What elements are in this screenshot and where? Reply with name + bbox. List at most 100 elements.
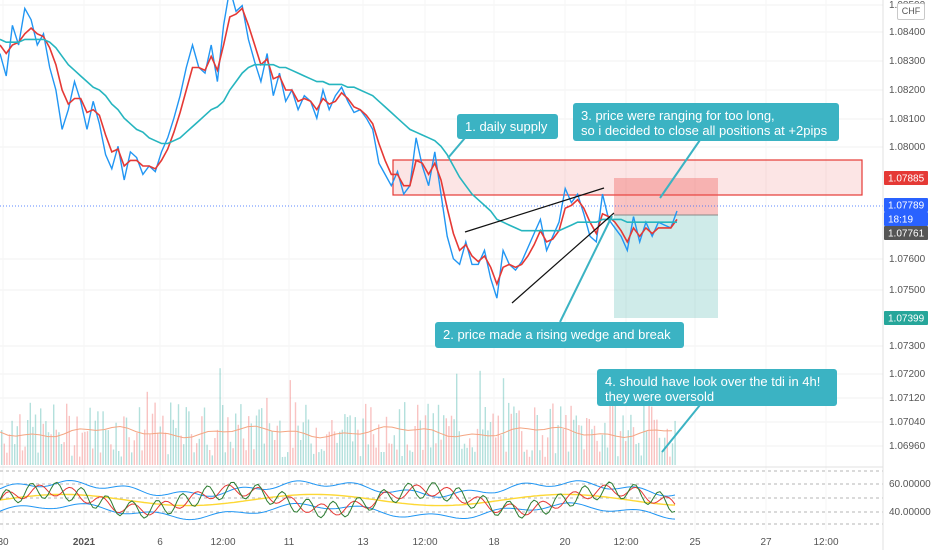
volume-bar	[575, 415, 577, 465]
volume-bar	[183, 444, 185, 465]
volume-bar	[276, 425, 278, 465]
y-tick-label: 1.08000	[889, 142, 926, 153]
volume-bar	[515, 413, 518, 465]
tdi-y-tick-label: 60.00000	[889, 479, 931, 490]
volume-bar	[138, 407, 141, 465]
volume-bar	[305, 404, 307, 465]
volume-bar	[661, 451, 663, 465]
x-tick-label: 30	[0, 537, 9, 548]
volume-bar	[162, 415, 164, 465]
volume-bar	[164, 432, 167, 465]
volume-bar	[42, 423, 44, 465]
volume-bar	[365, 403, 367, 465]
volume-bar	[341, 429, 343, 465]
volume-bar	[102, 411, 104, 465]
volume-bar	[609, 391, 611, 465]
volume-bar	[430, 447, 432, 465]
tdi-y-tick-label: 40.00000	[889, 507, 931, 518]
callout-pointer-3	[659, 139, 701, 199]
volume-bar	[328, 431, 330, 465]
volume-bar	[99, 452, 102, 465]
volume-bar	[133, 440, 135, 465]
volume-bar	[167, 454, 169, 465]
volume-bar	[170, 402, 172, 465]
volume-bar	[63, 442, 65, 465]
volume-bar	[86, 431, 89, 465]
annotation-line: 3. price were ranging for too long,	[581, 108, 775, 123]
volume-bar	[474, 451, 476, 465]
volume-bar	[112, 449, 115, 465]
volume-bar	[50, 434, 52, 465]
volume-bar	[593, 425, 596, 465]
volume-bar	[604, 422, 606, 465]
annotation-daily-supply[interactable]: 1. daily supply	[457, 114, 558, 139]
volume-bar	[274, 440, 276, 465]
annotation-line: 2. price made a rising wedge and break	[443, 327, 671, 342]
take-profit-zone	[614, 215, 718, 318]
volume-bar	[289, 380, 291, 465]
price-axis[interactable]: 1.085001.084001.083001.082001.081001.080…	[889, 0, 931, 518]
volume-bar	[359, 456, 362, 465]
x-tick-label: 11	[284, 537, 295, 548]
x-tick-label: 12:00	[813, 537, 838, 548]
volume-bar	[242, 438, 245, 465]
volume-bar	[591, 429, 593, 465]
annotation-rising-wedge[interactable]: 2. price made a rising wedge and break	[435, 322, 684, 348]
volume-bar	[487, 430, 489, 465]
volume-bar	[539, 450, 541, 465]
volume-bar	[118, 451, 120, 465]
volume-bar	[125, 417, 128, 465]
volume-bar	[224, 452, 226, 465]
volume-bar	[45, 421, 47, 465]
annotation-ranging[interactable]: 3. price were ranging for too long, so i …	[573, 103, 839, 141]
volume-bar	[1, 430, 3, 465]
volume-bar	[271, 431, 273, 465]
volume-bar	[606, 447, 609, 465]
price-series-line-1	[0, 7, 678, 287]
volume-bar	[53, 404, 55, 465]
x-tick-label: 20	[559, 537, 571, 548]
supply-zone	[392, 159, 863, 196]
volume-bar	[552, 403, 554, 465]
volume-bar	[76, 416, 78, 465]
volume-bar	[315, 427, 317, 465]
annotation-line: 1. daily supply	[465, 119, 548, 134]
volume-bar	[445, 418, 447, 465]
volume-bar	[313, 453, 315, 465]
x-tick-label: 12:00	[613, 537, 638, 548]
y-tick-label: 1.07300	[889, 341, 926, 352]
volume-bar	[266, 397, 268, 465]
x-tick-label: 27	[760, 537, 772, 548]
volume-bar	[71, 455, 73, 465]
wedge-upper-trendline	[464, 187, 605, 233]
volume-bar	[307, 419, 310, 465]
price-tag-label: 18:19	[888, 215, 913, 226]
volume-bar	[482, 429, 484, 465]
volume-bar	[261, 408, 263, 465]
volume-bar	[279, 420, 281, 465]
volume-bar	[419, 420, 421, 465]
volume-bar	[357, 429, 359, 465]
annotation-tdi[interactable]: 4. should have look over the tdi in 4h! t…	[597, 369, 837, 406]
volume-bar	[375, 447, 377, 465]
price-tag-label: 1.07399	[888, 314, 925, 325]
currency-label[interactable]: CHF	[897, 3, 925, 20]
volume-bar	[235, 413, 237, 465]
y-tick-label: 1.07040	[889, 417, 926, 428]
volume-bar	[461, 448, 463, 465]
volume-bar	[664, 437, 666, 465]
price-tag-bg	[884, 171, 928, 185]
volume-bar	[601, 434, 603, 465]
volume-bar	[97, 411, 99, 465]
price-tag-bg	[884, 226, 928, 240]
volume-bar	[66, 403, 68, 465]
volume-bar	[60, 444, 63, 465]
volume-bar	[245, 450, 247, 465]
volume-bar	[619, 431, 622, 465]
volume-bar	[630, 414, 632, 465]
x-tick-label: 6	[157, 537, 163, 548]
volume-bar	[484, 407, 486, 465]
time-axis[interactable]: 30 2021 6 12:00 11 13 12:00 18 20 12:00 25 27 12:00	[0, 537, 839, 548]
volume-bar	[453, 419, 455, 465]
